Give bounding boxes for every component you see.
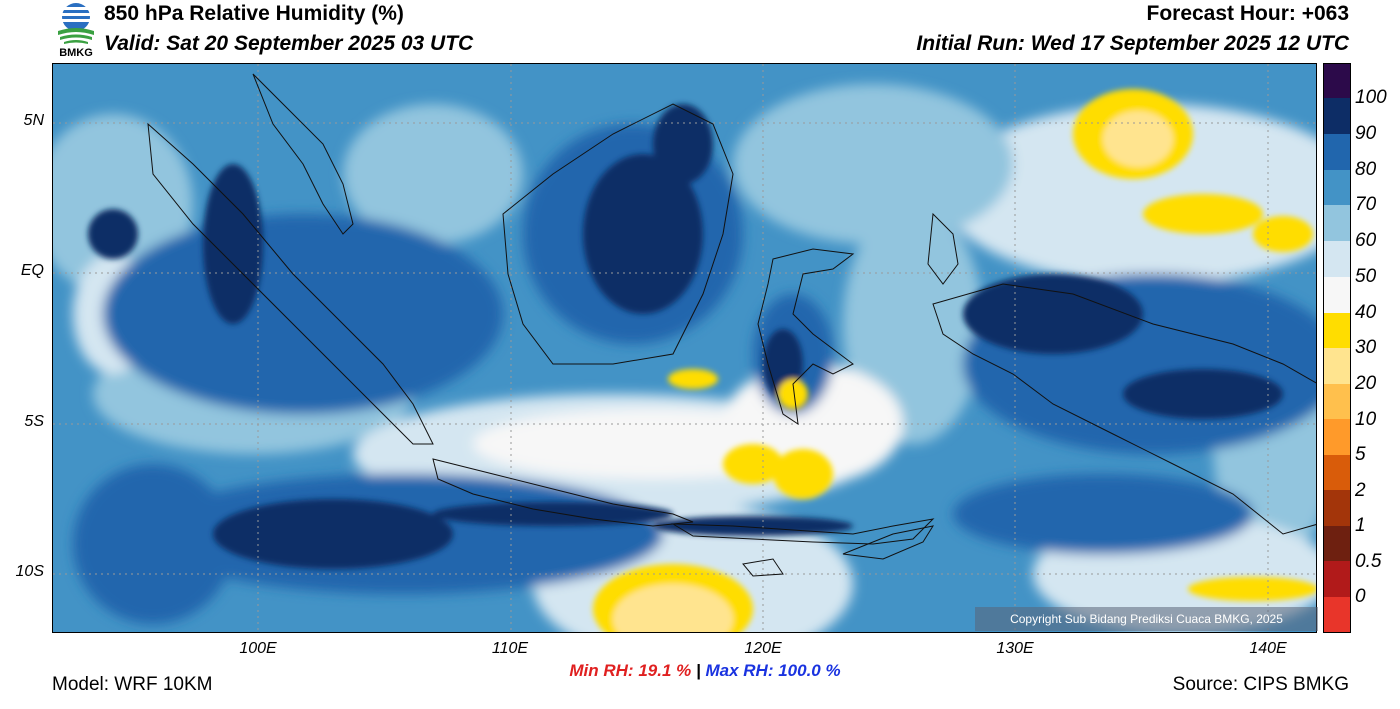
colorbar-label-5: 5 [1355,444,1366,465]
nusa-tenggara-coast [671,518,935,545]
colorbar-label-50: 50 [1355,266,1377,287]
colorbar [1323,63,1351,633]
colorbar-seg-40 [1324,277,1350,313]
colorbar-label-0: 0 [1355,586,1366,607]
colorbar-seg-50 [1324,241,1350,277]
lat-label-10s: 10S [15,563,44,580]
model-label: Model: WRF 10KM [52,674,213,695]
lat-label-5s: 5S [24,413,44,430]
rh-stats: Min RH: 19.1 % | Max RH: 100.0 % [0,661,1400,681]
colorbar-label-90: 90 [1355,123,1377,144]
halmahera-coast [927,212,959,285]
colorbar-seg-60 [1324,205,1350,241]
sumba-coast [742,558,784,577]
humidity-field [53,64,1316,632]
sulawesi-coast [757,248,855,426]
colorbar-label-10: 10 [1355,409,1377,430]
stats-separator: | [695,661,701,680]
lon-label-140e: 140E [1249,640,1287,657]
colorbar-label-20: 20 [1355,373,1377,394]
map-title: 850 hPa Relative Humidity (%) [104,2,404,25]
colorbar-seg-5 [1324,419,1350,455]
colorbar-label-70: 70 [1355,194,1377,215]
colorbar-label-60: 60 [1355,230,1377,251]
colorbar-label-2: 2 [1355,480,1366,501]
lon-label-120e: 120E [744,640,782,657]
max-rh: Max RH: 100.0 % [705,661,841,680]
colorbar-seg-0 [1324,561,1350,597]
colorbar-label-40: 40 [1355,302,1377,323]
colorbar-seg-100-plus [1324,64,1350,98]
lat-label-5n: 5N [23,112,44,129]
colorbar-seg-20 [1324,348,1350,384]
colorbar-seg-80 [1324,134,1350,170]
bmkg-logo: BMKG [52,1,100,61]
colorbar-label-80: 80 [1355,159,1377,180]
colorbar-seg-30 [1324,313,1350,348]
colorbar-label-0-5: 0.5 [1355,551,1382,572]
colorbar-seg-2 [1324,455,1350,490]
lat-label-eq: EQ [20,262,44,279]
colorbar-label-100: 100 [1355,87,1387,108]
colorbar-seg-0-5 [1324,526,1350,561]
initial-run: Initial Run: Wed 17 September 2025 12 UT… [916,32,1349,55]
logo-text: BMKG [59,47,93,59]
colorbar-label-30: 30 [1355,337,1377,358]
min-rh: Min RH: 19.1 % [569,661,692,680]
borneo-coast [502,103,734,365]
lon-label-130e: 130E [996,640,1034,657]
sumatra-coast [147,122,434,445]
humidity-map [52,63,1317,633]
valid-time: Valid: Sat 20 September 2025 03 UTC [104,32,474,55]
colorbar-seg-10 [1324,384,1350,419]
colorbar-label-1: 1 [1355,515,1366,536]
malay-peninsula-coast [252,73,354,235]
colorbar-seg-70 [1324,170,1350,205]
lon-label-100e: 100E [239,640,277,657]
colorbar-seg-1 [1324,490,1350,526]
papua-coast [932,283,1316,535]
forecast-hour: Forecast Hour: +063 [1146,2,1350,25]
timor-coast [842,525,935,560]
copyright-notice: Copyright Sub Bidang Prediksi Cuaca BMKG… [975,607,1318,631]
source-label: Source: CIPS BMKG [1172,674,1349,695]
colorbar-seg-90 [1324,98,1350,134]
lon-label-110e: 110E [491,640,529,657]
colorbar-seg-below-0 [1324,597,1350,632]
